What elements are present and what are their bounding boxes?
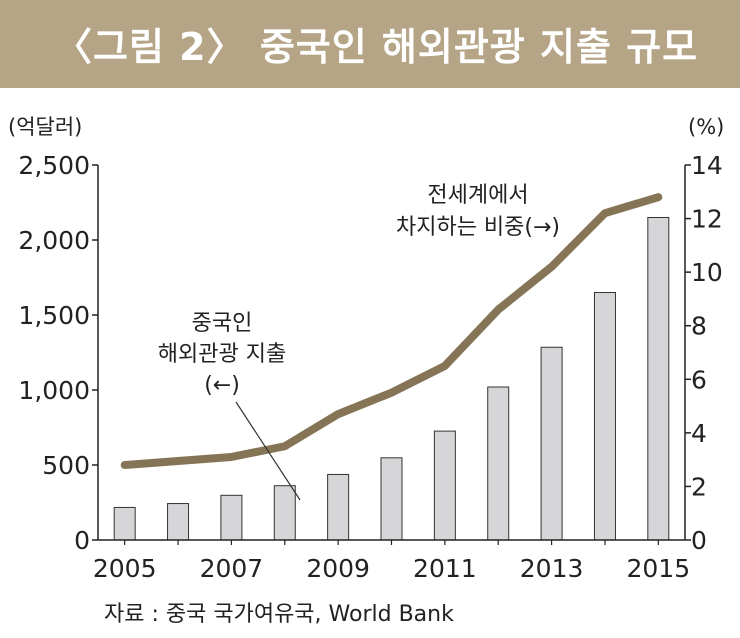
bar [647,217,670,541]
bar [487,386,510,541]
bar [540,346,563,541]
bar-series-label: 해외관광 지출 [158,342,286,367]
left-tick-label: 500 [42,451,90,480]
x-tick-label: 2007 [200,554,264,583]
x-tick-label: 2013 [520,554,584,583]
right-tick-label: 14 [691,151,723,180]
left-tick-label: 1,000 [18,376,90,405]
left-tick-label: 2,500 [18,151,90,180]
bar-label-leader [235,401,301,501]
left-tick-label: 0 [74,526,90,555]
right-tick-label: 2 [691,472,707,501]
bar [220,494,243,541]
right-tick-label: 10 [691,258,723,287]
bar [273,485,296,541]
x-tick-label: 2011 [413,554,477,583]
left-tick-label: 1,500 [18,301,90,330]
left-axis-unit: (억달러) [8,115,82,139]
right-tick-label: 4 [691,419,707,448]
bar [167,503,190,541]
bar [433,430,456,541]
right-tick-label: 12 [691,205,723,234]
bar-series-label: (←) [204,373,240,398]
right-tick-label: 0 [691,526,707,555]
right-tick-label: 8 [691,312,707,341]
share-line [120,193,663,469]
line-series-label: 차지하는 비중(→) [396,215,560,240]
bar [380,457,403,541]
bar-series-label: 중국인 [192,311,253,336]
left-tick-label: 2,000 [18,226,90,255]
right-tick-label: 6 [691,365,707,394]
x-tick-label: 2005 [93,554,157,583]
source-note: 자료 : 중국 국가여유국, World Bank [104,602,454,627]
right-axis-unit: (%) [688,115,724,139]
x-tick-label: 2009 [306,554,370,583]
bar [593,292,616,541]
bar [327,473,350,541]
figure-header: 〈그림 2〉 중국인 해외관광 지출 규모 [0,0,740,88]
x-tick-label: 2015 [627,554,691,583]
bar [113,506,136,541]
line-series-label: 전세계에서 [427,183,528,208]
figure-title: 〈그림 2〉 중국인 해외관광 지출 규모 [54,25,699,69]
